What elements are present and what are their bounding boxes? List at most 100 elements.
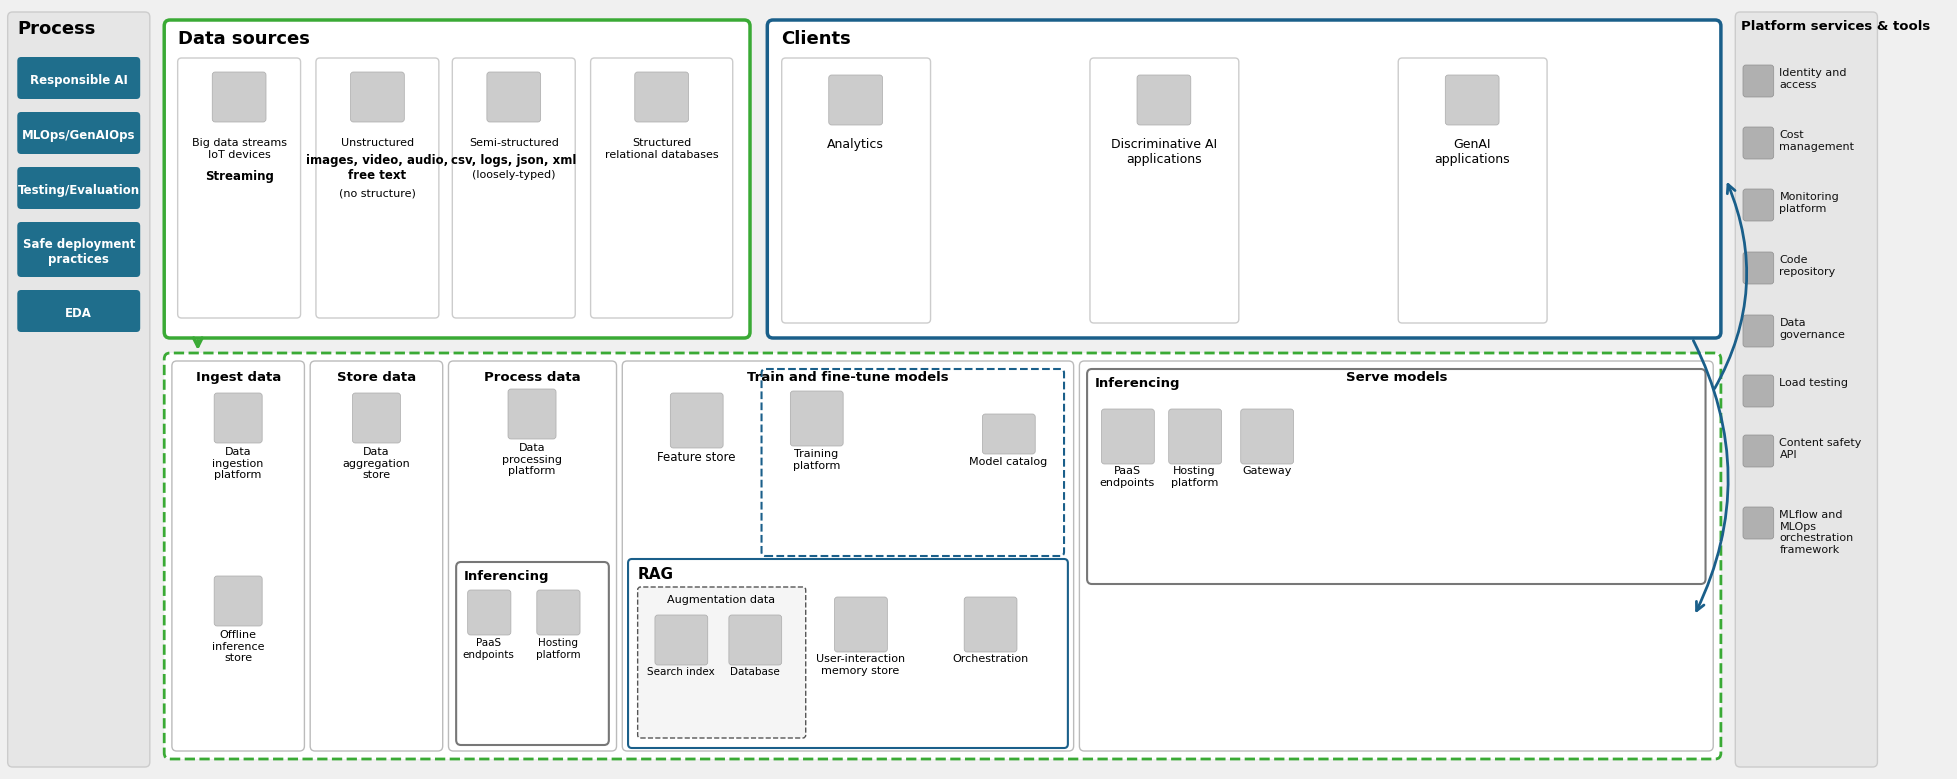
- Text: Testing/Evaluation: Testing/Evaluation: [18, 184, 139, 196]
- Text: Monitoring
platform: Monitoring platform: [1779, 192, 1840, 213]
- FancyBboxPatch shape: [834, 597, 887, 652]
- FancyBboxPatch shape: [1744, 375, 1773, 407]
- Text: Cost
management: Cost management: [1779, 130, 1855, 152]
- FancyBboxPatch shape: [638, 587, 806, 738]
- Text: csv, logs, json, xml: csv, logs, json, xml: [450, 154, 577, 167]
- FancyBboxPatch shape: [781, 58, 930, 323]
- Text: Train and fine-tune models: Train and fine-tune models: [748, 371, 949, 384]
- FancyBboxPatch shape: [1397, 58, 1548, 323]
- Text: RAG: RAG: [638, 567, 673, 582]
- Text: GenAI
applications: GenAI applications: [1434, 138, 1511, 166]
- Text: Analytics: Analytics: [828, 138, 885, 151]
- Text: Serve models: Serve models: [1346, 371, 1446, 384]
- FancyBboxPatch shape: [452, 58, 575, 318]
- FancyBboxPatch shape: [1736, 12, 1877, 767]
- Text: Responsible AI: Responsible AI: [29, 73, 127, 86]
- FancyBboxPatch shape: [1086, 369, 1707, 584]
- Text: Inferencing: Inferencing: [464, 570, 550, 583]
- FancyBboxPatch shape: [178, 58, 301, 318]
- FancyBboxPatch shape: [1744, 435, 1773, 467]
- FancyBboxPatch shape: [622, 361, 1074, 751]
- FancyBboxPatch shape: [8, 12, 151, 767]
- Text: Offline
inference
store: Offline inference store: [211, 630, 264, 663]
- Text: Structured
relational databases: Structured relational databases: [605, 138, 718, 160]
- Text: Platform services & tools: Platform services & tools: [1742, 20, 1930, 33]
- FancyBboxPatch shape: [172, 361, 305, 751]
- FancyBboxPatch shape: [728, 615, 781, 665]
- Text: Code
repository: Code repository: [1779, 255, 1836, 277]
- FancyBboxPatch shape: [468, 590, 511, 635]
- FancyBboxPatch shape: [671, 393, 724, 448]
- FancyBboxPatch shape: [1137, 75, 1190, 125]
- FancyBboxPatch shape: [1744, 252, 1773, 284]
- Text: Inferencing: Inferencing: [1094, 377, 1180, 390]
- FancyBboxPatch shape: [1744, 507, 1773, 539]
- Text: Data
governance: Data governance: [1779, 318, 1845, 340]
- Text: User-interaction
memory store: User-interaction memory store: [816, 654, 904, 675]
- FancyBboxPatch shape: [767, 20, 1720, 338]
- FancyBboxPatch shape: [1102, 409, 1155, 464]
- Text: Model catalog: Model catalog: [969, 457, 1047, 467]
- Text: Augmentation data: Augmentation data: [667, 595, 775, 605]
- FancyBboxPatch shape: [1090, 58, 1239, 323]
- FancyBboxPatch shape: [1080, 361, 1712, 751]
- FancyBboxPatch shape: [309, 361, 442, 751]
- Text: Identity and
access: Identity and access: [1779, 68, 1847, 90]
- FancyBboxPatch shape: [1744, 127, 1773, 159]
- FancyBboxPatch shape: [634, 72, 689, 122]
- Text: Store data: Store data: [337, 371, 417, 384]
- Text: Search index: Search index: [648, 667, 714, 677]
- FancyBboxPatch shape: [18, 112, 141, 154]
- Text: Safe deployment
practices: Safe deployment practices: [23, 238, 135, 266]
- Text: Semi-structured: Semi-structured: [470, 138, 558, 148]
- Text: Unstructured: Unstructured: [341, 138, 415, 148]
- Text: Training
platform: Training platform: [793, 449, 840, 471]
- FancyBboxPatch shape: [828, 75, 883, 125]
- FancyBboxPatch shape: [591, 58, 732, 318]
- FancyBboxPatch shape: [18, 167, 141, 209]
- Text: Database: Database: [730, 667, 779, 677]
- FancyBboxPatch shape: [18, 222, 141, 277]
- FancyBboxPatch shape: [1744, 315, 1773, 347]
- FancyBboxPatch shape: [213, 393, 262, 443]
- Text: Streaming: Streaming: [205, 170, 274, 183]
- Text: Load testing: Load testing: [1779, 378, 1849, 388]
- FancyBboxPatch shape: [213, 576, 262, 626]
- Text: Process: Process: [18, 20, 96, 38]
- Text: Content safety
API: Content safety API: [1779, 438, 1861, 460]
- FancyBboxPatch shape: [456, 562, 609, 745]
- Text: MLflow and
MLOps
orchestration
framework: MLflow and MLOps orchestration framework: [1779, 510, 1853, 555]
- FancyBboxPatch shape: [656, 615, 708, 665]
- FancyBboxPatch shape: [448, 361, 616, 751]
- Text: Data
aggregation
store: Data aggregation store: [342, 447, 411, 480]
- Text: Orchestration: Orchestration: [951, 654, 1027, 664]
- Text: (loosely-typed): (loosely-typed): [472, 170, 556, 180]
- Text: Data sources: Data sources: [178, 30, 309, 48]
- FancyBboxPatch shape: [164, 20, 750, 338]
- Text: MLOps/GenAIOps: MLOps/GenAIOps: [22, 129, 135, 142]
- Text: Hosting
platform: Hosting platform: [1170, 466, 1219, 488]
- FancyBboxPatch shape: [18, 57, 141, 99]
- FancyBboxPatch shape: [350, 72, 405, 122]
- FancyBboxPatch shape: [761, 369, 1065, 556]
- Text: Ingest data: Ingest data: [196, 371, 280, 384]
- FancyBboxPatch shape: [487, 72, 540, 122]
- FancyBboxPatch shape: [509, 389, 556, 439]
- Text: (no structure): (no structure): [339, 188, 415, 198]
- FancyBboxPatch shape: [18, 290, 141, 332]
- Text: Clients: Clients: [781, 30, 851, 48]
- Text: Gateway: Gateway: [1243, 466, 1292, 476]
- Text: Feature store: Feature store: [658, 451, 736, 464]
- Text: Discriminative AI
applications: Discriminative AI applications: [1112, 138, 1217, 166]
- FancyBboxPatch shape: [1744, 189, 1773, 221]
- Text: images, video, audio,
free text: images, video, audio, free text: [307, 154, 448, 182]
- Text: Process data: Process data: [483, 371, 581, 384]
- FancyBboxPatch shape: [628, 559, 1069, 748]
- Text: Data
ingestion
platform: Data ingestion platform: [213, 447, 264, 480]
- FancyBboxPatch shape: [982, 414, 1035, 454]
- FancyBboxPatch shape: [1168, 409, 1221, 464]
- FancyBboxPatch shape: [1241, 409, 1294, 464]
- Text: PaaS
endpoints: PaaS endpoints: [1100, 466, 1155, 488]
- FancyBboxPatch shape: [352, 393, 401, 443]
- FancyBboxPatch shape: [1446, 75, 1499, 125]
